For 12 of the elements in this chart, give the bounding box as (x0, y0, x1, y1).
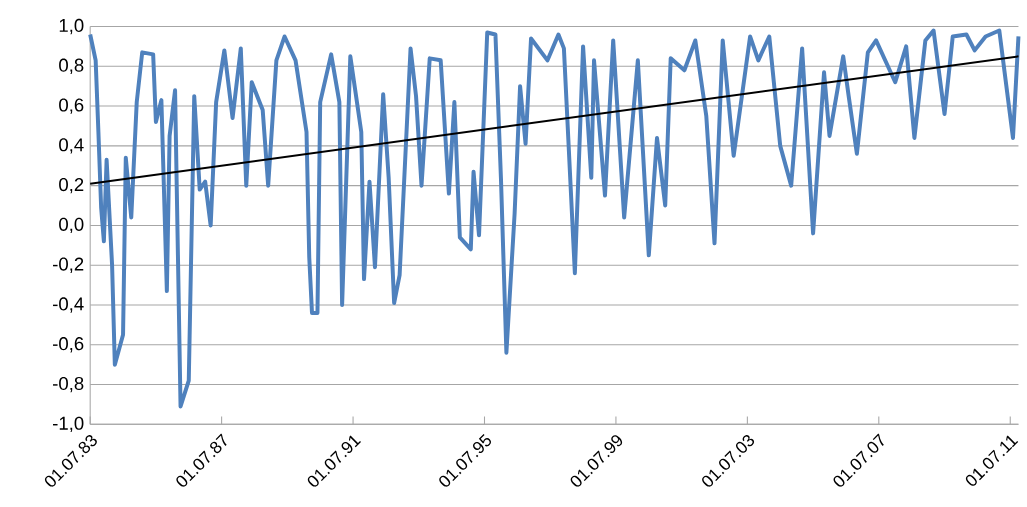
y-tick-label: -0,6 (53, 337, 84, 353)
y-tick-label: -0,4 (53, 297, 84, 313)
y-tick-label: -1,0 (53, 416, 84, 433)
y-tick-label: -0,2 (53, 257, 84, 274)
y-tick-label: 1,0 (59, 19, 84, 35)
y-tick-label: 0,6 (59, 98, 84, 114)
y-tick-label: 0,8 (59, 58, 84, 75)
y-tick-label: 0,4 (59, 138, 84, 154)
y-tick-label: -0,8 (53, 377, 84, 393)
y-tick-label: 0,2 (59, 178, 84, 194)
line-series (88, 28, 1021, 409)
y-tick-label: 0,0 (59, 217, 84, 234)
